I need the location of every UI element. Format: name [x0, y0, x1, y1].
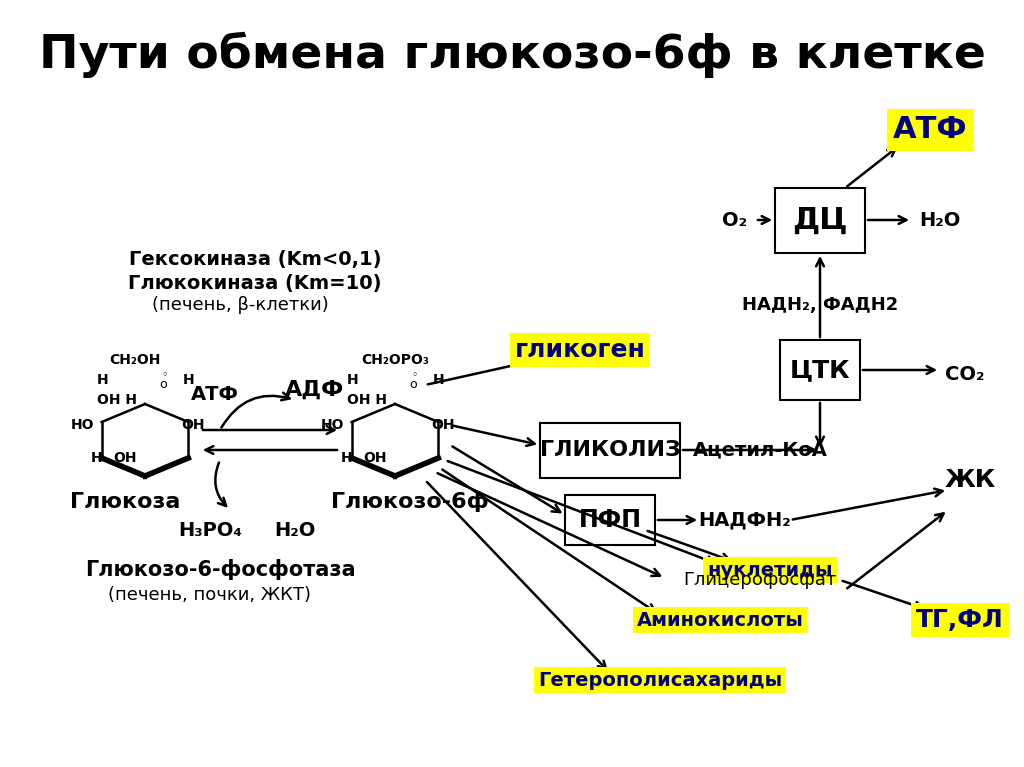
Text: HO: HO: [322, 418, 345, 432]
Text: (печень, почки, ЖКТ): (печень, почки, ЖКТ): [109, 586, 311, 604]
Text: o: o: [159, 378, 167, 391]
Bar: [540, 423, 680, 478]
Text: CH₂OH: CH₂OH: [110, 353, 161, 367]
Text: АДФ: АДФ: [286, 380, 345, 400]
Text: OH: OH: [114, 451, 137, 465]
Text: H: H: [347, 373, 358, 387]
Text: НАДФН₂: НАДФН₂: [698, 511, 792, 529]
Text: Гексокиназа (Km<0,1): Гексокиназа (Km<0,1): [129, 251, 381, 269]
Text: ЖК: ЖК: [944, 468, 995, 492]
Text: H: H: [433, 373, 444, 387]
Text: Аминокислоты: Аминокислоты: [637, 611, 804, 630]
Text: ◦: ◦: [412, 370, 419, 380]
Text: АТФ: АТФ: [191, 386, 239, 404]
Text: СО₂: СО₂: [945, 366, 985, 384]
Text: OH: OH: [364, 451, 387, 465]
Text: Н₂О: Н₂О: [920, 210, 961, 229]
Text: Пути обмена глюкозо-6ф в клетке: Пути обмена глюкозо-6ф в клетке: [39, 32, 985, 78]
Text: ПФП: ПФП: [579, 508, 641, 532]
Text: НАДН₂, ФАДН2: НАДН₂, ФАДН2: [741, 296, 898, 314]
Text: OH H: OH H: [97, 393, 137, 407]
Text: Глюкоза: Глюкоза: [70, 492, 180, 512]
Text: Глюкозо-6ф: Глюкозо-6ф: [331, 492, 488, 512]
Text: Ацетил-КоА: Ацетил-КоА: [692, 440, 827, 459]
Text: О₂: О₂: [723, 210, 748, 229]
Text: нуклетиды: нуклетиды: [708, 561, 833, 580]
Text: H: H: [341, 451, 353, 465]
Text: ДЦ: ДЦ: [793, 206, 848, 235]
Text: HO: HO: [72, 418, 95, 432]
Text: АТФ: АТФ: [893, 116, 968, 144]
Text: (печень, β-клетки): (печень, β-клетки): [152, 296, 329, 314]
Text: ◦: ◦: [162, 370, 168, 380]
Text: OH: OH: [431, 418, 455, 432]
Bar: [565, 495, 655, 545]
Text: CH₂OPO₃: CH₂OPO₃: [361, 353, 429, 367]
Bar: [775, 187, 865, 252]
Text: Н₂О: Н₂О: [274, 521, 315, 539]
Text: ГЛИКОЛИЗ: ГЛИКОЛИЗ: [540, 440, 680, 460]
Text: H: H: [91, 451, 102, 465]
Text: ТГ,ФЛ: ТГ,ФЛ: [916, 608, 1004, 632]
Text: ЦТК: ЦТК: [790, 358, 850, 382]
Text: o: o: [410, 378, 417, 391]
Text: H: H: [183, 373, 195, 387]
Bar: [780, 340, 860, 400]
Text: Глицерофосфат: Глицерофосфат: [683, 571, 837, 589]
Text: гликоген: гликоген: [515, 338, 645, 362]
Text: OH: OH: [181, 418, 205, 432]
Text: Глюкокиназа (Km=10): Глюкокиназа (Km=10): [128, 274, 382, 292]
Text: Глюкозо-6-фосфотаза: Глюкозо-6-фосфотаза: [85, 559, 355, 581]
Text: Гетерополисахариды: Гетерополисахариды: [538, 670, 782, 690]
Text: H: H: [97, 373, 109, 387]
Text: OH H: OH H: [347, 393, 387, 407]
Text: Н₃РО₄: Н₃РО₄: [178, 521, 242, 539]
